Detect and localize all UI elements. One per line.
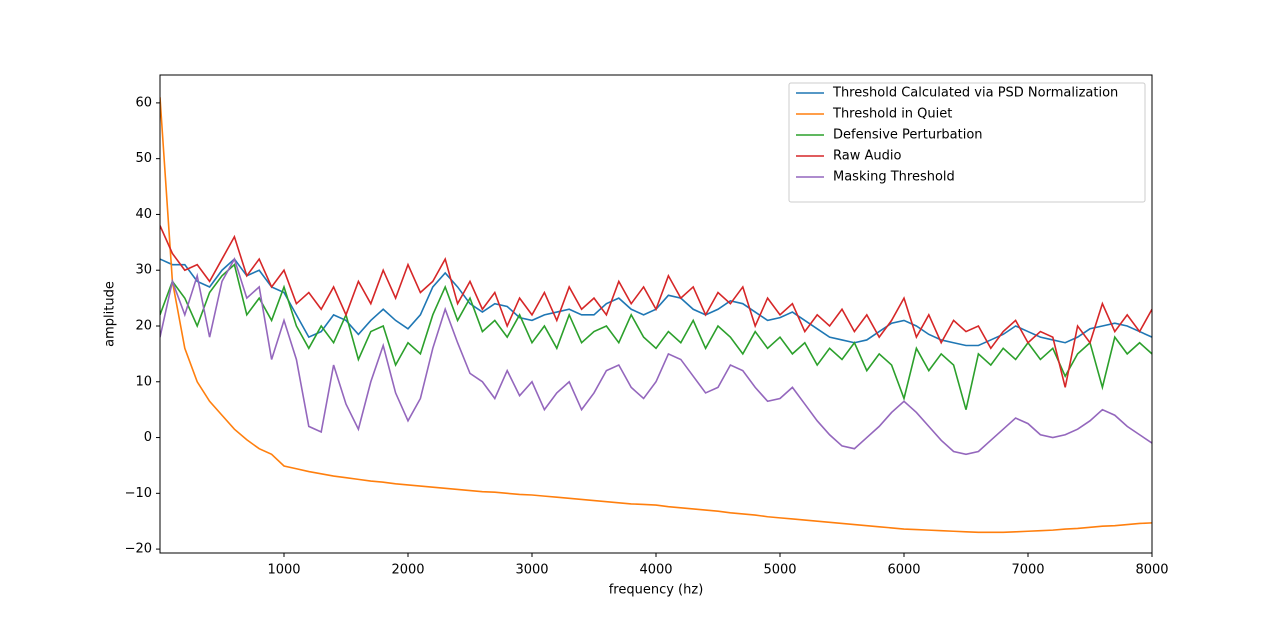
x-tick-label: 2000 [391, 563, 424, 578]
y-axis-label: amplitude [103, 281, 118, 347]
legend-label: Masking Threshold [833, 170, 955, 185]
x-tick-label: 8000 [1135, 563, 1168, 578]
x-tick-label: 4000 [639, 563, 672, 578]
y-tick-label: 10 [135, 374, 152, 389]
legend-box [788, 82, 1146, 203]
x-tick-label: 5000 [763, 563, 796, 578]
y-tick-label: 60 [135, 95, 152, 110]
x-tick-label: 3000 [515, 563, 548, 578]
plot-frame [159, 74, 1153, 554]
y-tick-label: 30 [135, 263, 152, 278]
x-tick-label: 1000 [267, 563, 300, 578]
legend-label: Raw Audio [833, 149, 901, 164]
y-tick-label: 50 [135, 151, 152, 166]
y-tick-label: −10 [125, 486, 152, 501]
legend-label: Defensive Perturbation [833, 128, 983, 143]
x-axis-label: frequency (hz) [609, 583, 704, 598]
x-tick-label: 7000 [1011, 563, 1044, 578]
series-line [160, 263, 1152, 410]
legend-label: Threshold Calculated via PSD Normalizati… [832, 86, 1118, 101]
x-tick-label: 6000 [887, 563, 920, 578]
series-line [160, 97, 1152, 534]
legend-label: Threshold in Quiet [832, 107, 952, 122]
y-tick-label: 20 [135, 318, 152, 333]
y-tick-label: −20 [125, 542, 152, 557]
y-tick-label: 0 [144, 430, 152, 445]
y-tick-label: 40 [135, 207, 152, 222]
series-line [160, 225, 1152, 388]
series-line [160, 257, 1152, 456]
